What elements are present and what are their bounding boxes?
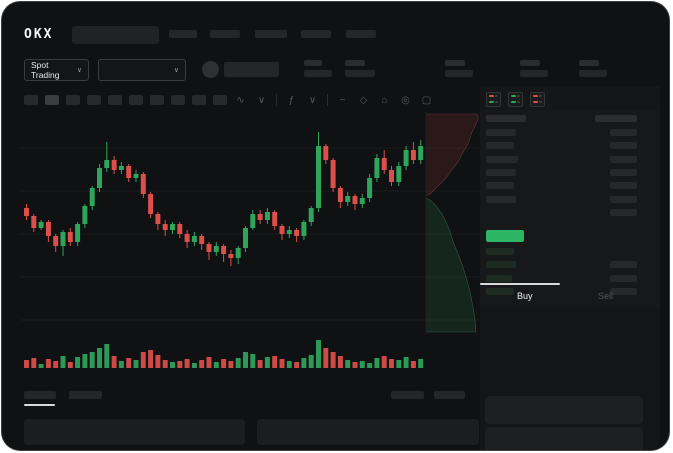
market-type-dropdown[interactable]: Spot Trading ∨ — [24, 59, 89, 81]
ask-price-placeholder[interactable] — [486, 142, 514, 150]
bottom-tab-placeholder[interactable] — [69, 391, 102, 399]
nav-item-placeholder[interactable] — [255, 30, 287, 38]
bottom-tab-placeholder[interactable] — [24, 391, 56, 399]
active-tab-underline — [480, 283, 560, 285]
active-tab-underline — [24, 404, 55, 406]
order-form — [480, 310, 660, 450]
coin-avatar — [202, 61, 219, 78]
bottom-panel-placeholder — [257, 419, 479, 445]
toolbar-separator — [276, 94, 277, 106]
bid-price-placeholder[interactable] — [486, 261, 516, 269]
timeframe-chip[interactable] — [192, 95, 206, 105]
bid-price-placeholder[interactable] — [486, 287, 514, 295]
chevron-down-icon: ∨ — [173, 67, 179, 74]
ask-amount-placeholder[interactable] — [610, 142, 637, 150]
bottom-action-placeholder[interactable] — [434, 391, 465, 399]
bid-price-placeholder[interactable] — [486, 248, 514, 255]
toolbar-separator — [327, 94, 328, 106]
market-type-label: Spot Trading — [31, 60, 60, 80]
line-tool-icon[interactable]: ~ — [339, 94, 346, 106]
last-price-bar — [486, 230, 524, 242]
ask-price-placeholder[interactable] — [486, 182, 514, 190]
camera-icon[interactable]: ⌂ — [381, 94, 388, 106]
ask-amount-placeholder[interactable] — [610, 129, 637, 136]
book-bids-icon[interactable] — [508, 92, 523, 107]
bid-amount-placeholder[interactable] — [610, 287, 637, 295]
orderbook — [480, 110, 660, 306]
chart-tools: ∿ ∨ ƒ ∨ ~ ◇ ⌂ ◎ ▢ — [234, 91, 433, 109]
nav-item-placeholder[interactable] — [210, 30, 240, 38]
stat-value-placeholder — [345, 70, 375, 77]
candle-style-icon[interactable]: ∿ — [236, 94, 245, 106]
ask-amount-placeholder[interactable] — [610, 182, 637, 190]
stat-label-placeholder — [445, 60, 465, 66]
orderbook-header-left[interactable] — [486, 115, 526, 122]
stat-value-placeholder — [445, 70, 473, 77]
settings-icon[interactable]: ◎ — [401, 94, 410, 106]
chevron-down-icon[interactable]: ∨ — [308, 94, 317, 106]
bid-amount-placeholder[interactable] — [610, 274, 637, 282]
ask-amount-placeholder[interactable] — [610, 195, 637, 203]
book-asks-icon[interactable] — [530, 92, 545, 107]
stat-label-placeholder — [520, 60, 540, 66]
ask-price-placeholder[interactable] — [486, 155, 518, 163]
timeframe-chip[interactable] — [213, 95, 227, 105]
stat-value-placeholder — [520, 70, 548, 77]
stat-label-placeholder — [345, 60, 365, 66]
chevron-down-icon: ∨ — [76, 67, 82, 74]
ask-amount-placeholder[interactable] — [610, 168, 637, 176]
nav-item-placeholder[interactable] — [169, 30, 197, 38]
bid-price-placeholder[interactable] — [486, 274, 512, 282]
chevron-down-icon[interactable]: ∨ — [257, 94, 266, 106]
trade-side-panel: Buy Sell — [480, 86, 660, 450]
ask-price-placeholder[interactable] — [486, 168, 516, 176]
stat-label-placeholder — [304, 60, 322, 66]
fullscreen-icon[interactable]: ▢ — [421, 94, 432, 106]
indicator-icon[interactable]: ƒ — [288, 94, 295, 106]
ask-amount-placeholder[interactable] — [610, 155, 637, 163]
order-input-field[interactable] — [485, 427, 643, 450]
orderbook-mode-switch — [486, 92, 552, 112]
nav-item-placeholder[interactable] — [301, 30, 331, 38]
ask-price-placeholder[interactable] — [486, 129, 516, 136]
ask-amount-placeholder[interactable] — [610, 208, 637, 216]
timeframe-chip[interactable] — [45, 95, 59, 105]
stat-value-placeholder — [579, 70, 607, 77]
timeframe-chip[interactable] — [24, 95, 38, 105]
bottom-panel-placeholder — [24, 419, 245, 445]
timeframe-chip[interactable] — [171, 95, 185, 105]
nav-item-placeholder[interactable] — [346, 30, 376, 38]
timeframe-chip[interactable] — [108, 95, 122, 105]
ask-price-placeholder[interactable] — [486, 195, 516, 203]
timeframe-chip[interactable] — [150, 95, 164, 105]
okx-logo[interactable]: OKX — [24, 27, 54, 42]
search-input[interactable] — [72, 26, 159, 44]
timeframe-chip[interactable] — [87, 95, 101, 105]
timeframe-chip[interactable] — [66, 95, 80, 105]
pair-name-placeholder — [224, 62, 279, 77]
stat-value-placeholder — [304, 70, 332, 77]
book-all-icon[interactable] — [486, 92, 501, 107]
tab-buy[interactable]: Buy — [517, 291, 533, 301]
stat-label-placeholder — [579, 60, 599, 66]
order-input-field[interactable] — [485, 396, 643, 424]
orderbook-header-right[interactable] — [595, 115, 637, 122]
timeframe-chip[interactable] — [129, 95, 143, 105]
tag-icon[interactable]: ◇ — [359, 94, 368, 106]
bid-amount-placeholder[interactable] — [610, 261, 637, 269]
tab-sell[interactable]: Sell — [598, 291, 614, 301]
bottom-action-placeholder[interactable] — [391, 391, 424, 399]
pair-dropdown[interactable]: ∨ — [98, 59, 186, 81]
order-tabs: Buy Sell — [480, 282, 660, 310]
candlestick-chart[interactable] — [2, 2, 482, 450]
